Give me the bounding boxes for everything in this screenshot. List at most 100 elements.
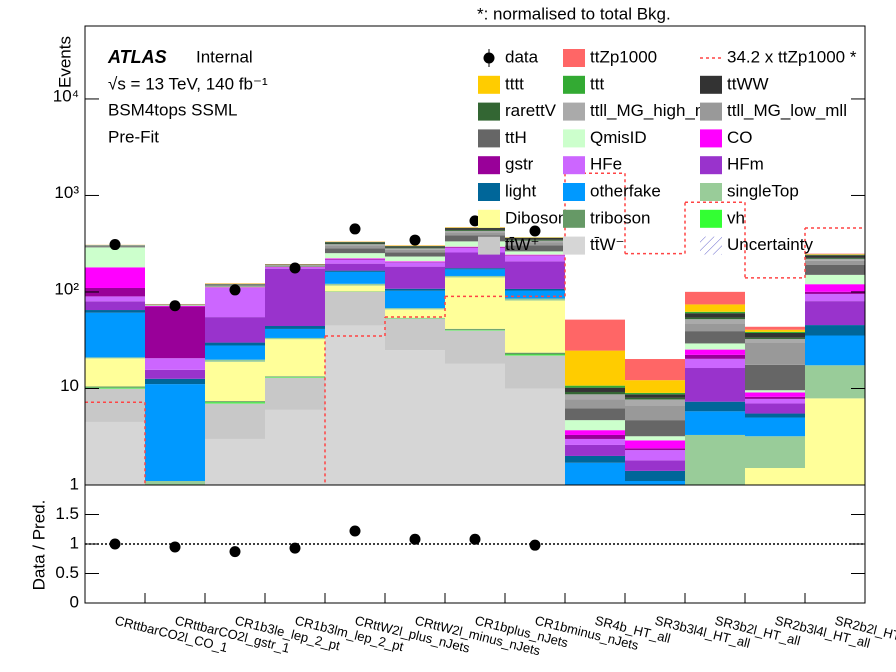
bar-segment	[205, 403, 265, 439]
bar-segment	[685, 343, 745, 350]
ratio-axis-label: Data / Pred.	[29, 500, 48, 591]
bar-segment	[685, 331, 745, 344]
ratio-point	[469, 533, 481, 545]
bar-segment	[145, 306, 205, 359]
bar-segment	[205, 317, 265, 343]
bar-segment	[745, 332, 805, 338]
legend-label: data	[505, 47, 539, 66]
bar-segment	[805, 291, 865, 294]
bar-segment	[205, 342, 265, 346]
ratio-point	[529, 539, 541, 551]
bar-segment	[445, 241, 505, 247]
bar-segment	[685, 291, 745, 305]
bar-segment	[745, 338, 805, 344]
bar-segment	[625, 470, 685, 482]
legend-label: ttH	[505, 128, 527, 147]
legend-swatch	[478, 102, 500, 121]
legend-swatch	[478, 236, 500, 255]
legend-swatch	[478, 75, 500, 94]
bar-segment	[445, 363, 505, 485]
bar-segment	[625, 397, 685, 400]
bar-segment	[385, 252, 445, 257]
bar-segment	[325, 243, 385, 245]
bar-segment	[565, 438, 625, 445]
bar-segment	[805, 274, 865, 285]
bar-segment	[685, 434, 745, 485]
bar-segment	[385, 309, 445, 318]
bar-segment	[265, 377, 325, 410]
bar-segment	[565, 434, 625, 439]
legend-label: triboson	[590, 208, 650, 227]
bar-segment	[505, 352, 565, 355]
bar-segment	[445, 277, 505, 329]
bar-segment	[565, 391, 625, 395]
frame	[84, 484, 866, 604]
bar-segment	[565, 462, 625, 485]
bar-segment	[85, 312, 145, 358]
bar-segment	[565, 430, 625, 435]
legend-label: HFm	[727, 155, 764, 174]
bar-segment	[745, 326, 805, 330]
bar-segment	[625, 420, 685, 437]
legend-swatch	[563, 102, 585, 121]
bar-segment	[325, 270, 385, 272]
legend-label: tttt	[505, 74, 524, 93]
bar-segment	[145, 369, 205, 379]
bar-segment	[745, 343, 805, 365]
y-tick-label: 1.5	[55, 504, 79, 523]
bar-segment	[205, 402, 265, 404]
legend-marker	[483, 52, 495, 64]
bar-segment	[805, 254, 865, 255]
bar-segment	[685, 411, 745, 435]
legend-label: vh	[727, 208, 745, 227]
legend-label: Uncertainty	[727, 235, 813, 254]
bar-segment	[625, 448, 685, 451]
legend-label: Diboson	[505, 208, 567, 227]
legend-swatch	[478, 183, 500, 201]
bar-segment	[625, 440, 685, 449]
bar-segment	[325, 259, 385, 264]
bar-segment	[85, 358, 145, 387]
bar-segment	[145, 481, 205, 485]
data-point	[409, 234, 421, 246]
bar-segment	[265, 376, 325, 377]
bar-segment	[565, 408, 625, 421]
bar-segment	[385, 288, 445, 291]
legend-swatch	[700, 236, 722, 255]
legend-swatch	[563, 236, 585, 255]
plot-area	[85, 172, 865, 485]
legend-swatch	[563, 49, 585, 67]
bar-segment	[505, 288, 565, 291]
bar-segment	[445, 232, 505, 236]
y-tick-label: 0.5	[55, 563, 79, 582]
bar-segment	[85, 247, 145, 268]
bar-segment	[445, 247, 505, 253]
bar-segment	[325, 242, 385, 244]
legend-swatch	[700, 102, 722, 121]
bar-segment	[505, 237, 565, 240]
bar-segment	[745, 468, 805, 485]
bar-segment	[805, 398, 865, 485]
bar-segment	[145, 378, 205, 385]
data-point	[229, 284, 241, 296]
bar-segment	[445, 247, 505, 248]
bar-segment	[805, 257, 865, 259]
bar-segment	[325, 245, 385, 249]
bar-segment	[325, 285, 385, 292]
bar-segment	[505, 240, 565, 243]
ratio-point	[349, 525, 361, 537]
y-tick-label: 10	[60, 376, 79, 395]
status: Internal	[196, 47, 253, 66]
bar-segment	[85, 388, 145, 422]
bar-segment	[565, 444, 625, 456]
bar-segment	[685, 368, 745, 402]
bar-segment	[325, 271, 385, 284]
bar-segment	[745, 396, 805, 399]
legend-swatch	[478, 156, 500, 175]
bar-segment	[445, 269, 505, 276]
stage-label: Pre-Fit	[108, 127, 159, 146]
bar-segment	[385, 249, 445, 253]
bar-segment	[445, 252, 505, 269]
legend-swatch	[700, 156, 722, 175]
legend-swatch	[700, 129, 722, 148]
